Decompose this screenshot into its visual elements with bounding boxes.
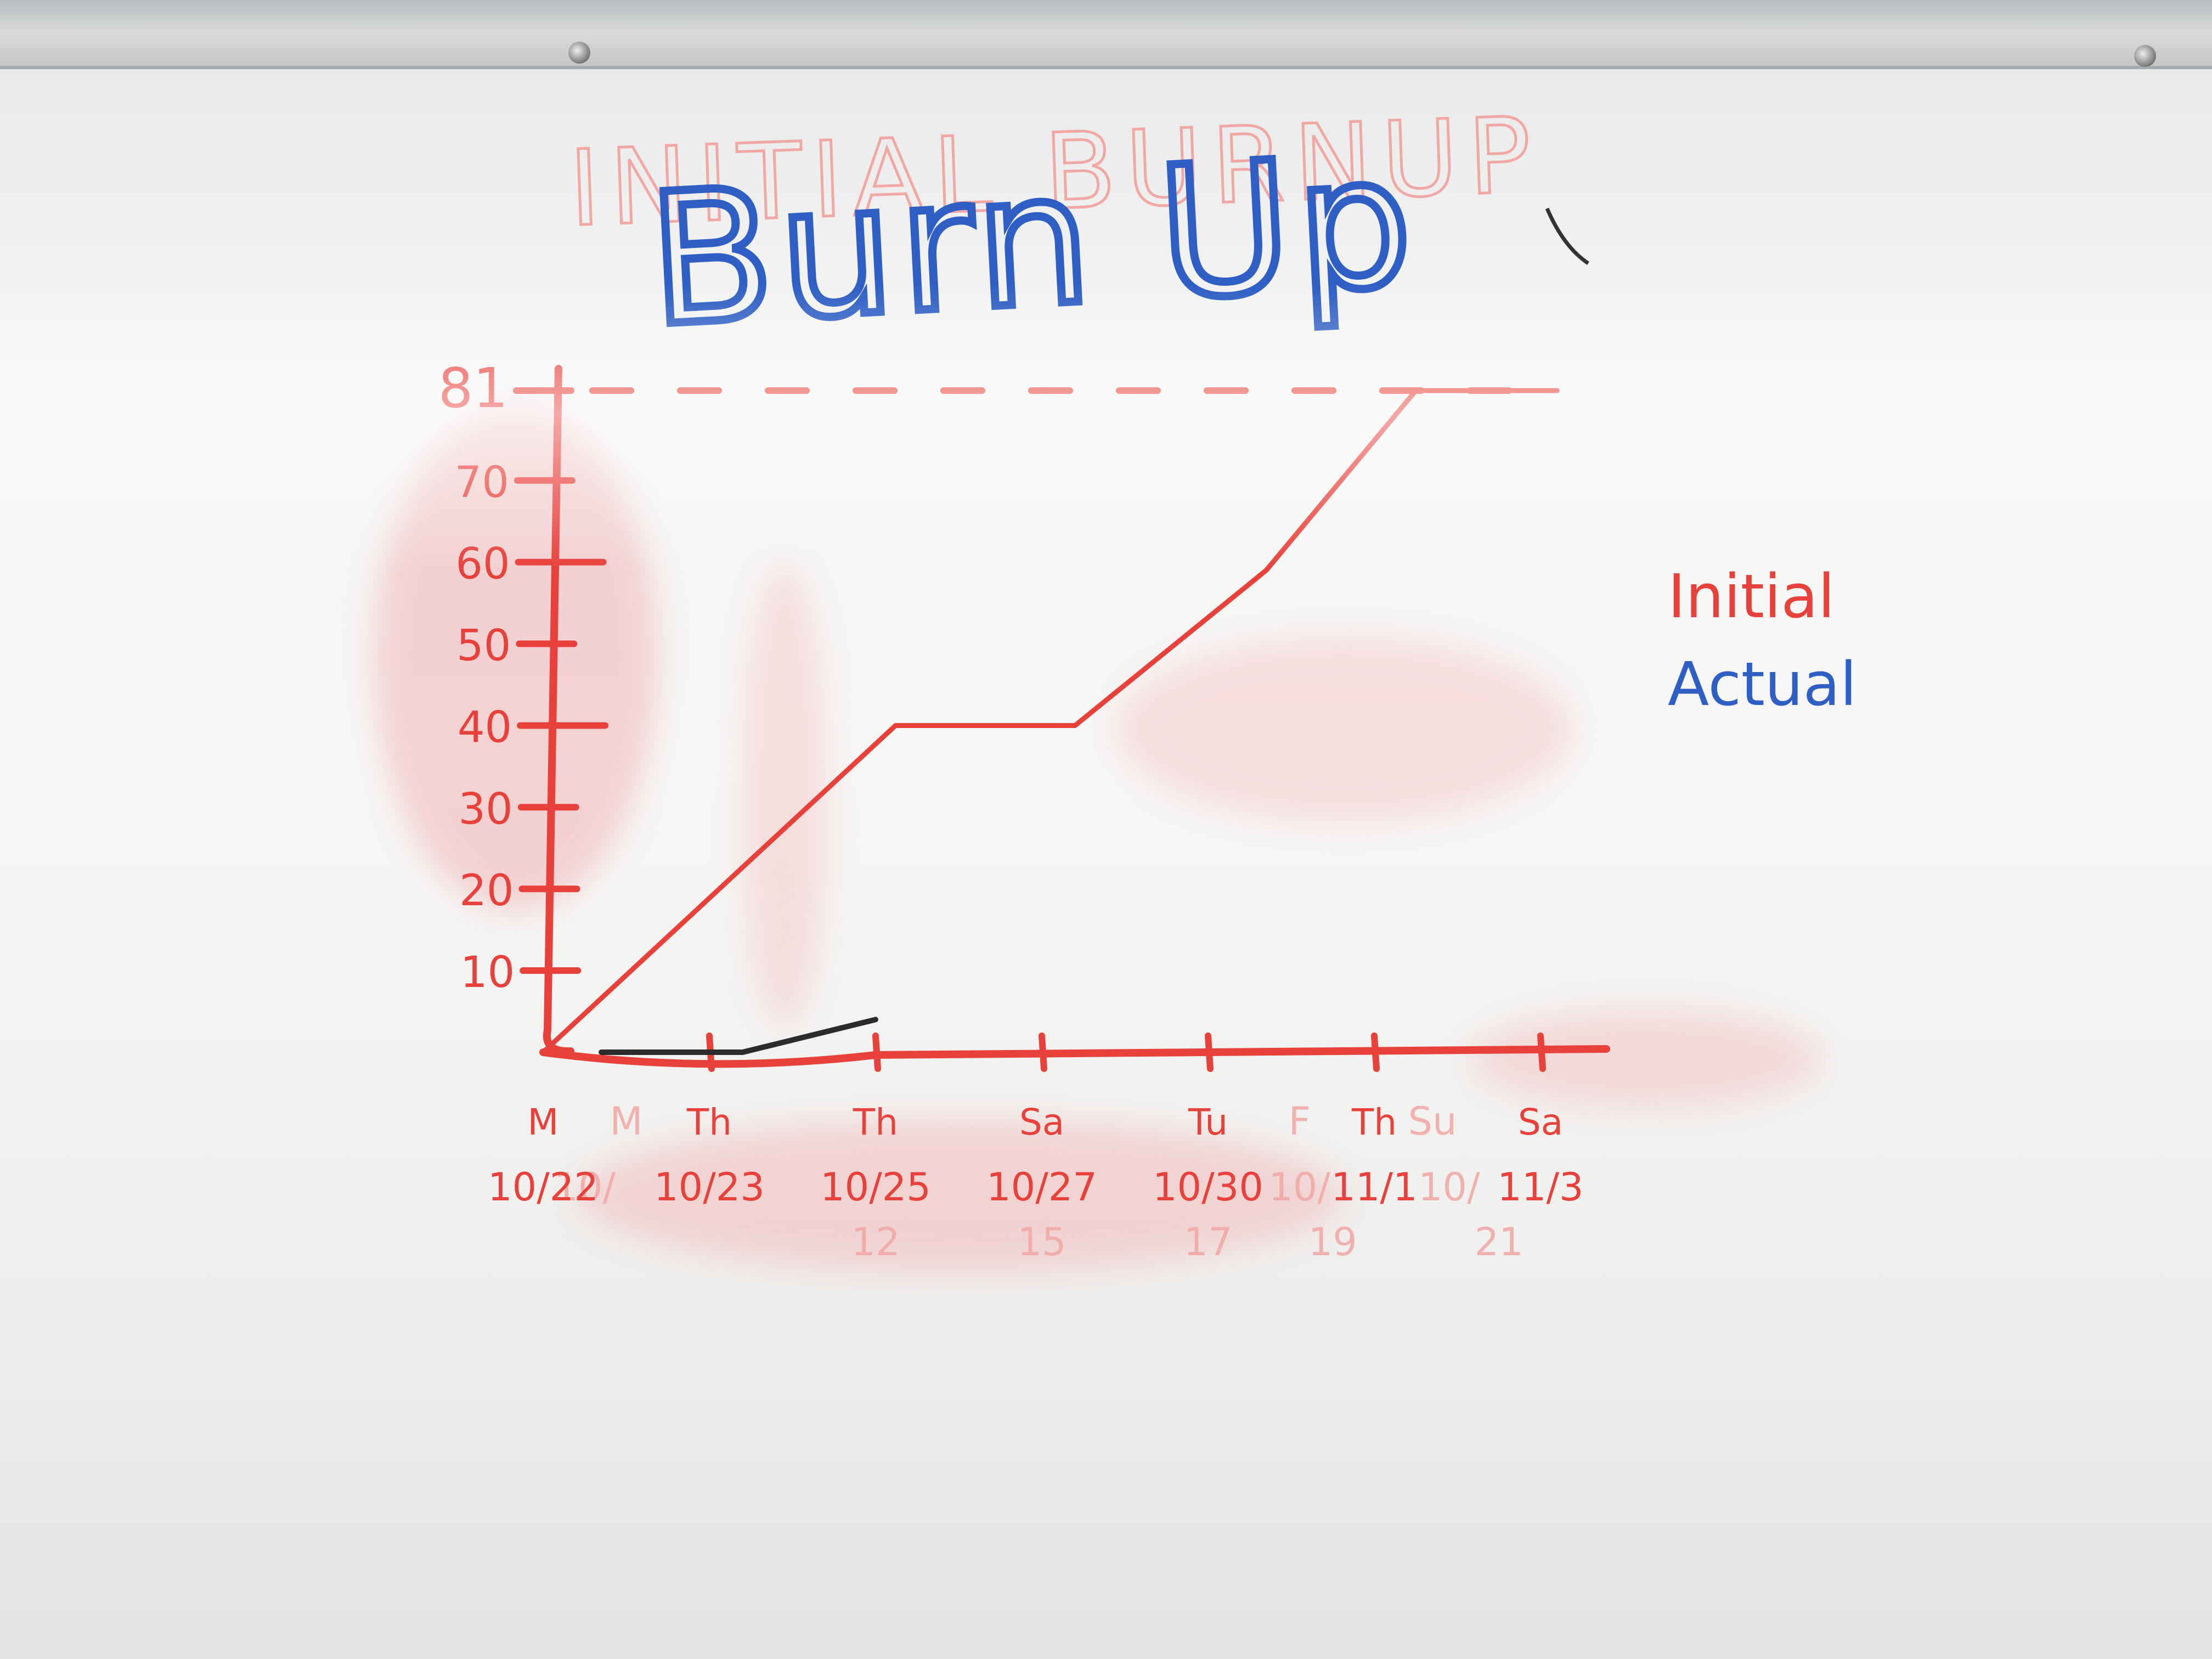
x-tick-mark-4 xyxy=(1205,1032,1214,1072)
y-tick-label-5: 60 xyxy=(455,540,510,589)
ghost-label-4: 17 xyxy=(1183,1220,1232,1265)
legend: Initial Actual xyxy=(1668,561,1857,719)
y-tick-label-3: 40 xyxy=(458,703,512,752)
ghost-label-3: 15 xyxy=(1017,1220,1066,1265)
ghost-label-0: M xyxy=(610,1099,642,1144)
legend-entry-initial: Initial xyxy=(1668,561,1835,631)
ghost-label-6: Su xyxy=(1408,1099,1457,1144)
x-tick-day-1: Th xyxy=(686,1101,732,1143)
erased-smudges xyxy=(373,406,1821,1273)
x-tick-date-0: 10/22 xyxy=(488,1165,599,1210)
legend-entry-actual: Actual xyxy=(1668,649,1857,719)
y-tick-label-0: 10 xyxy=(460,948,515,997)
x-tick-date-5: 11/1 xyxy=(1331,1165,1417,1210)
x-tick-date-3: 10/27 xyxy=(986,1165,1097,1210)
x-tick-day-5: Th xyxy=(1351,1101,1397,1143)
x-tick-date-4: 10/30 xyxy=(1153,1165,1263,1210)
y-tick-label-4: 50 xyxy=(456,622,511,671)
x-axis-line xyxy=(539,1045,1610,1068)
x-tick-day-6: Sa xyxy=(1518,1101,1563,1143)
x-tick-mark-5 xyxy=(1371,1032,1380,1072)
y-tick-label-1: 20 xyxy=(459,866,514,916)
ghost-label-2: 12 xyxy=(851,1220,900,1265)
x-tick-day-0: M xyxy=(528,1101,559,1143)
x-tick-day-2: Th xyxy=(853,1101,898,1143)
whiteboard-rail xyxy=(0,0,2212,69)
ghost-label-5: F xyxy=(1289,1099,1311,1144)
x-tick-mark-6 xyxy=(1537,1032,1546,1072)
y-tick-label-7: 81 xyxy=(438,356,508,420)
y-tick-label-6: 70 xyxy=(455,458,509,507)
ghost-label-8: 19 xyxy=(1308,1220,1357,1265)
screw-left xyxy=(568,42,590,64)
stray-mark xyxy=(1545,207,1589,265)
ghost-tick-labels: M 10/12 15 17 F Su 10/19 10/21 xyxy=(554,1099,1523,1265)
ghost-label-10: 21 xyxy=(1475,1220,1523,1265)
screw-right xyxy=(2134,45,2156,67)
x-tick-date-1: 10/23 xyxy=(654,1165,765,1210)
x-tick-mark-2 xyxy=(872,1032,881,1072)
y-tick-label-2: 30 xyxy=(459,785,513,834)
x-ticks: M10/22Th10/23Th10/25Sa10/27Tu10/30Th11/1… xyxy=(488,1032,1584,1210)
x-tick-date-6: 11/3 xyxy=(1497,1165,1583,1210)
series-line-actual xyxy=(599,1017,878,1055)
chart-title: Burn Up xyxy=(644,116,1423,366)
x-tick-day-4: Tu xyxy=(1188,1101,1228,1143)
ghost-label-1: 10/ xyxy=(554,1165,616,1210)
ghost-label-9: 10/ xyxy=(1418,1165,1480,1210)
x-tick-date-2: 10/25 xyxy=(820,1165,931,1210)
x-tick-day-3: Sa xyxy=(1019,1101,1064,1143)
ghost-label-7: 10/ xyxy=(1268,1165,1330,1210)
x-tick-mark-3 xyxy=(1039,1032,1047,1072)
